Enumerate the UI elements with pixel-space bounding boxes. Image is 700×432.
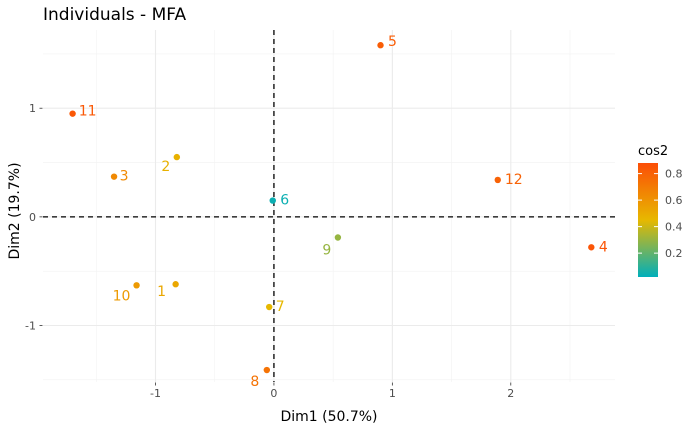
x-tick-label: 0 [270,387,277,400]
point-label: 1 [157,284,166,300]
legend-tick-label: 0.6 [665,194,683,207]
point-label: 6 [280,193,289,209]
data-point [265,303,273,311]
point-label: 5 [388,34,397,50]
legend: cos2 0.2 0.4 0.6 0.8 [638,144,683,277]
data-point [110,173,118,180]
x-tick-label: -1 [150,387,161,400]
point-label: 2 [161,159,170,175]
x-tick-label: 1 [389,387,396,400]
y-axis-title: Dim2 (19.7%) [7,162,23,259]
legend-tick-label: 0.8 [665,168,683,181]
point-label: 3 [120,169,129,185]
y-tick-label: 1 [29,102,36,115]
legend-tick-label: 0.4 [665,221,683,234]
point-label: 10 [113,288,131,304]
legend-colorbar [638,163,658,277]
data-point [69,110,76,117]
x-axis-title: Dim1 (50.7%) [280,409,377,425]
point-label: 12 [505,172,523,188]
point-label: 8 [250,374,259,390]
x-tick-label: 2 [507,387,514,400]
y-tick-label: -1 [25,320,36,333]
point-label: 4 [599,239,608,255]
y-tick-label: 0 [29,211,36,224]
data-point [133,282,140,289]
data-point [173,153,181,161]
point-label: 11 [79,104,97,120]
data-point [269,197,276,204]
point-label: 7 [276,299,285,315]
chart-title: Individuals - MFA [43,5,186,25]
data-point [172,281,179,288]
point-label: 9 [322,243,331,259]
data-point [377,42,384,49]
data-point [494,176,501,184]
legend-title: cos2 [638,144,668,159]
data-point [263,366,271,374]
legend-tick-label: 0.2 [665,247,683,260]
data-point [334,234,342,241]
data-point [588,244,595,251]
